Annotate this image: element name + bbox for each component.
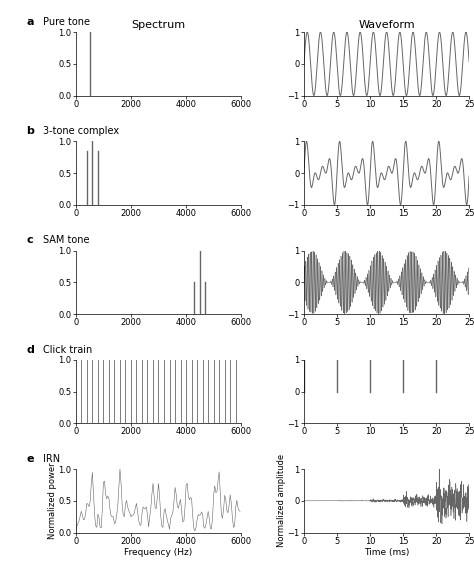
Y-axis label: Normalized amplitude: Normalized amplitude — [277, 454, 286, 547]
Title: Waveform: Waveform — [358, 20, 415, 30]
Text: SAM tone: SAM tone — [43, 236, 89, 246]
Text: e: e — [26, 454, 34, 464]
Title: Spectrum: Spectrum — [131, 20, 185, 30]
X-axis label: Frequency (Hz): Frequency (Hz) — [124, 548, 192, 558]
Text: a: a — [26, 17, 34, 27]
Text: b: b — [26, 126, 34, 136]
Text: Pure tone: Pure tone — [43, 17, 90, 27]
X-axis label: Time (ms): Time (ms) — [364, 548, 409, 558]
Text: Click train: Click train — [43, 345, 92, 354]
Text: d: d — [26, 345, 34, 354]
Text: c: c — [26, 236, 33, 246]
Text: 3-tone complex: 3-tone complex — [43, 126, 119, 136]
Y-axis label: Normalized power: Normalized power — [48, 463, 57, 539]
Text: IRN: IRN — [43, 454, 60, 464]
